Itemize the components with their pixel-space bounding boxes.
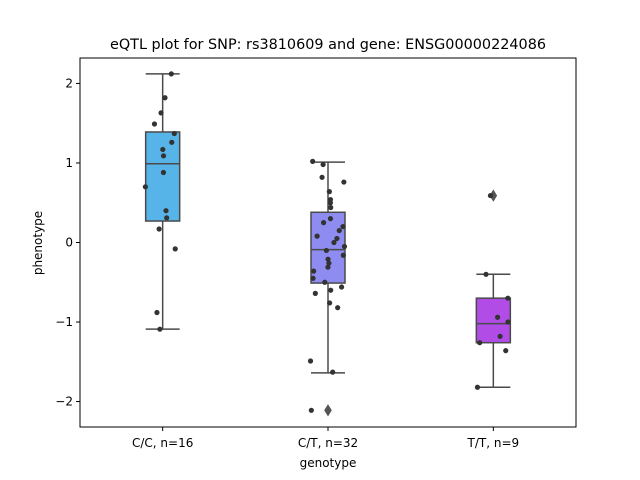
data-point: [157, 326, 163, 332]
data-point: [320, 161, 326, 168]
data-point: [505, 319, 511, 325]
data-point: [328, 204, 334, 211]
data-point: [322, 279, 328, 285]
data-point: [483, 271, 489, 277]
data-point: [314, 233, 320, 239]
data-point: [340, 223, 346, 230]
data-point: [162, 95, 168, 101]
data-point: [142, 184, 148, 190]
data-point: [328, 287, 334, 293]
y-tick-label: 0: [65, 236, 73, 250]
data-point: [307, 358, 314, 364]
data-point: [151, 121, 158, 127]
box-group: [144, 73, 181, 330]
iqr-box: [475, 297, 512, 344]
data-point: [327, 216, 334, 222]
x-tick-label: C/T, n=32: [298, 436, 358, 450]
data-point: [164, 215, 170, 221]
data-point: [326, 260, 332, 266]
x-tick-label: T/T, n=9: [467, 436, 520, 450]
x-axis-label: genotype: [300, 456, 357, 470]
x-axis: C/C, n=16 C/T, n=32 T/T, n=9: [132, 427, 519, 450]
y-tick-label: −2: [55, 395, 73, 409]
data-point: [319, 174, 325, 180]
data-point: [338, 284, 345, 290]
data-point: [487, 192, 494, 199]
x-tick-label: C/C, n=16: [132, 436, 193, 450]
data-point: [320, 220, 327, 226]
y-tick-label: 1: [65, 156, 73, 170]
data-point: [310, 158, 316, 164]
data-point: [158, 110, 164, 116]
data-point: [494, 314, 501, 320]
data-point: [497, 333, 503, 339]
y-axis: 2 1 0 −1 −2: [55, 76, 80, 409]
iqr-box: [144, 131, 181, 222]
data-point: [327, 200, 333, 206]
data-point: [323, 247, 330, 254]
data-point: [340, 252, 346, 258]
chart-title: eQTL plot for SNP: rs3810609 and gene: E…: [110, 37, 546, 53]
y-tick-label: −1: [55, 315, 73, 329]
data-point: [308, 407, 314, 413]
data-point: [331, 239, 337, 246]
data-point: [325, 256, 331, 262]
data-point: [160, 169, 167, 176]
data-point: [335, 305, 341, 311]
box-series: [144, 73, 512, 417]
data-point: [169, 139, 175, 145]
y-tick-label: 2: [65, 76, 73, 90]
data-point: [311, 268, 317, 274]
strip-points: [142, 71, 511, 413]
data-point: [160, 153, 167, 159]
data-point: [171, 130, 177, 137]
data-point: [341, 243, 348, 250]
data-point: [154, 309, 160, 316]
data-point: [341, 179, 347, 185]
data-point: [334, 235, 340, 242]
box-group: [475, 189, 512, 388]
data-point: [168, 71, 174, 77]
data-point: [327, 300, 333, 306]
iqr-box: [310, 211, 346, 284]
data-point: [312, 290, 318, 296]
data-point: [156, 226, 162, 232]
data-point: [326, 189, 332, 195]
data-point: [172, 246, 178, 252]
data-point: [163, 208, 169, 214]
data-point: [505, 295, 511, 301]
data-point: [477, 340, 483, 346]
y-axis-label: phenotype: [31, 211, 45, 275]
data-point: [310, 275, 316, 281]
data-point: [325, 264, 331, 270]
data-point: [503, 348, 509, 354]
data-point: [330, 369, 336, 375]
outlier-marker: [324, 404, 332, 417]
data-point: [474, 384, 481, 390]
data-point: [336, 227, 342, 234]
data-point: [160, 146, 166, 153]
